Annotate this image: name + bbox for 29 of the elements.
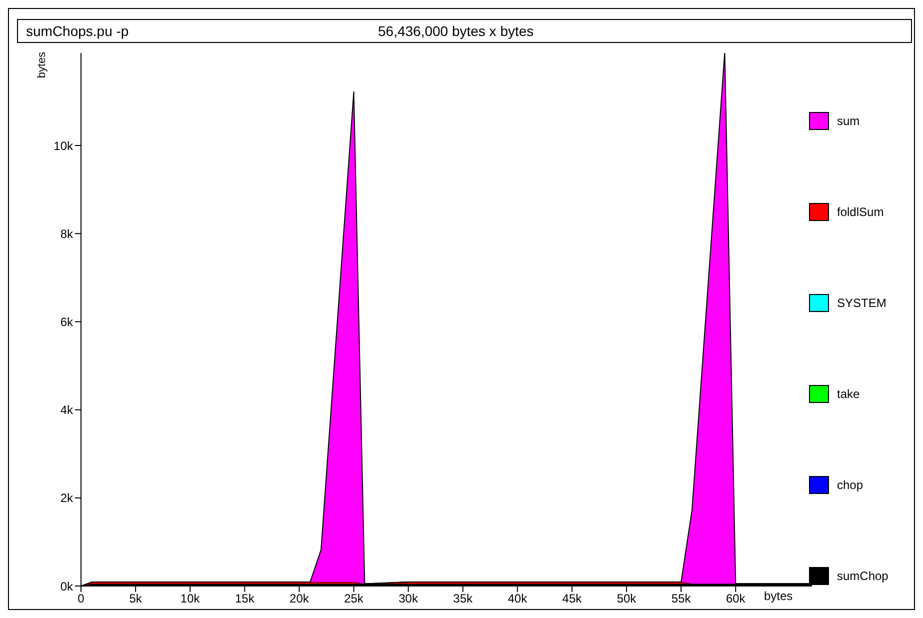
y-tick-label: 0k xyxy=(60,579,74,594)
legend-label: sumChop xyxy=(837,569,888,583)
x-tick-label: 30k xyxy=(398,592,419,606)
x-tick-label: 25k xyxy=(344,592,364,606)
y-axis-title: bytes xyxy=(36,52,48,78)
legend-label: sum xyxy=(837,114,860,128)
x-tick-label: 50k xyxy=(616,592,638,606)
legend-label: foldlSum xyxy=(837,205,884,219)
chart-title: sumChops.pu -p xyxy=(26,23,129,39)
x-tick-label: 45k xyxy=(562,592,583,606)
x-tick-label: 10k xyxy=(180,592,201,606)
y-tick-label: 6k xyxy=(60,314,74,329)
legend-label: take xyxy=(837,387,860,401)
y-tick-label: 4k xyxy=(60,403,74,418)
x-tick-label: 5k xyxy=(129,592,143,606)
x-tick-label: 20k xyxy=(290,592,310,606)
x-tick-label: 40k xyxy=(508,592,528,606)
y-tick-label: 10k xyxy=(54,138,74,153)
y-tick-label: 8k xyxy=(60,226,74,241)
x-tick-label: 55k xyxy=(671,592,692,606)
legend-label: SYSTEM xyxy=(837,296,886,310)
legend-label: chop xyxy=(837,478,864,492)
chart-subtitle: 56,436,000 bytes x bytes xyxy=(378,23,534,39)
x-tick-label: 15k xyxy=(234,592,256,606)
x-tick-label: 35k xyxy=(453,592,474,606)
x-tick-label: 0 xyxy=(78,592,85,606)
x-tick-label: 60k xyxy=(726,592,746,606)
x-axis-title: bytes xyxy=(764,589,793,603)
y-tick-label: 2k xyxy=(60,491,74,506)
